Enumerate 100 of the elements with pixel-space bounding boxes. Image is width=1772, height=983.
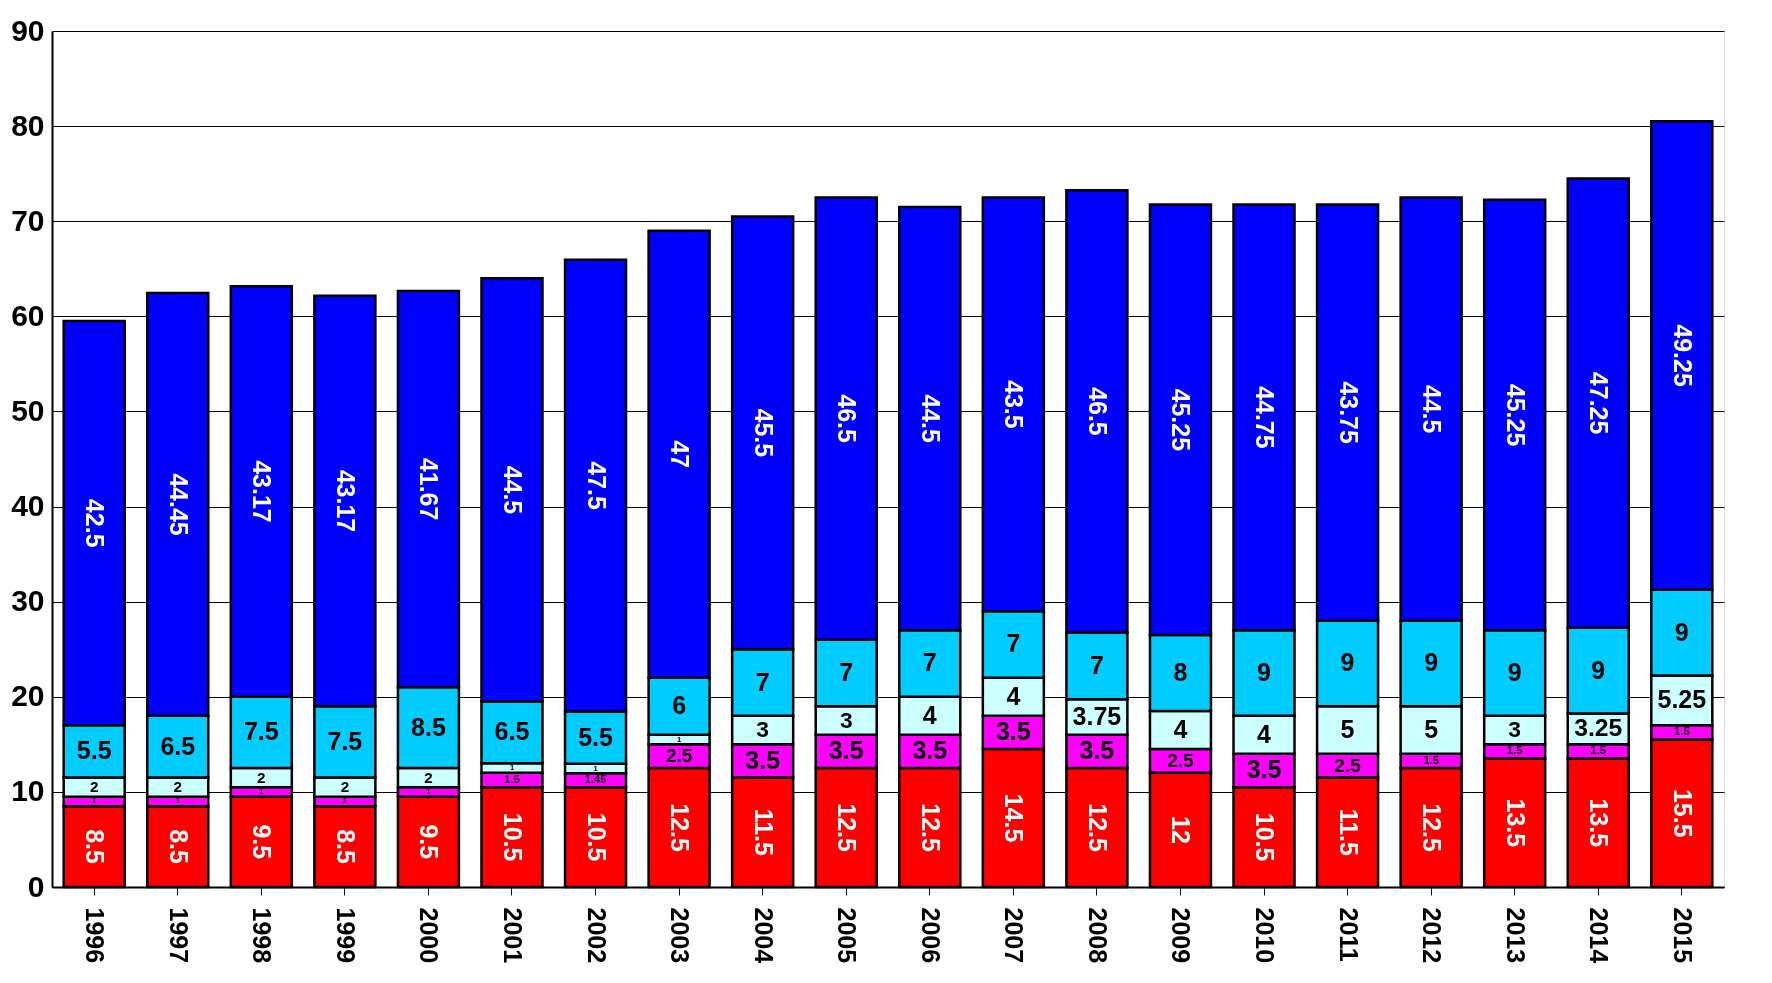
x-tick-label: 2006 [916,907,945,964]
data-label: 3.25 [1574,713,1623,741]
data-label: 6 [672,691,687,720]
data-label: 1.5 [504,773,521,785]
data-label: 4 [1257,719,1272,748]
x-tick-label: 2007 [1000,907,1029,964]
y-tick-label: 90 [11,13,45,47]
data-label: 7 [922,648,937,677]
data-label: 44.45 [164,473,193,536]
x-tick-label: 2004 [749,907,778,964]
data-label: 8.5 [331,829,360,865]
data-label: 2 [257,768,266,786]
y-tick-label: 50 [11,393,45,427]
data-label: 2 [89,778,99,796]
data-label: 2 [424,768,433,786]
y-tick-label: 10 [11,774,45,808]
data-label: 45.25 [1501,383,1530,447]
data-label: 12.5 [1083,803,1112,852]
data-label: 6.5 [160,731,196,760]
x-tick-label: 2005 [833,907,862,964]
x-tick-label: 2000 [415,907,444,964]
y-tick-label: 60 [11,298,45,332]
data-label: 9 [1674,617,1689,646]
data-label: 47.25 [1585,371,1614,435]
data-label: 8.5 [81,829,110,865]
x-tick-label: 2011 [1334,907,1363,962]
data-label: 2 [173,778,182,796]
x-tick-label: 2010 [1251,907,1280,964]
data-label: 2.5 [1167,749,1195,771]
data-label: 3.5 [1079,736,1115,765]
data-label: 14.5 [1000,793,1029,843]
data-label: 41.67 [415,457,444,521]
data-label: 7 [1006,629,1021,658]
data-label: 9 [1340,648,1355,677]
data-label: 44.75 [1251,386,1280,449]
data-label: 9 [1507,658,1522,686]
data-label: 3 [756,716,770,743]
data-label: 45.25 [1167,388,1196,452]
data-label: 46.5 [833,394,862,443]
data-label: 3.5 [912,736,948,765]
x-tick-label: 1997 [164,907,193,964]
x-tick-label: 2014 [1585,907,1614,964]
data-label: 3.5 [995,717,1031,746]
data-label: 4 [922,700,937,729]
data-label: 9 [1424,648,1439,677]
x-tick-label: 2013 [1501,907,1530,964]
data-label: 47 [666,440,695,469]
data-label: 5.25 [1657,685,1707,714]
x-tick-label: 2012 [1418,907,1447,964]
data-label: 6.5 [494,717,530,746]
data-label: 1.45 [584,773,607,786]
data-label: 44.5 [498,465,527,515]
data-label: 10.5 [1251,812,1280,862]
data-label: 4 [1173,715,1188,744]
data-label: 10.5 [582,812,611,862]
data-label: 2.5 [1334,754,1362,776]
y-tick-label: 80 [11,108,45,142]
data-label: 5.5 [578,722,614,751]
data-label: 12.5 [916,803,945,852]
data-label: 7 [755,667,770,696]
data-label: 3.75 [1072,701,1122,730]
data-label: 12.5 [1418,803,1447,852]
y-tick-label: 0 [27,869,45,903]
data-label: 13.5 [1501,798,1530,848]
data-label: 11.5 [1334,808,1363,857]
data-label: 9 [1257,658,1271,686]
data-label: 44.5 [1418,384,1447,434]
x-tick-label: 2002 [582,907,611,964]
data-label: 2 [340,778,350,796]
data-label: 9.5 [415,824,444,860]
y-tick-label: 40 [11,489,45,523]
data-label: 10.5 [498,812,527,862]
data-label: 3.5 [828,736,864,765]
data-label: 1.5 [1423,753,1440,766]
data-label: 11.5 [749,808,778,857]
data-label: 12.5 [666,803,695,852]
data-label: 1.5 [1673,725,1691,738]
data-label: 2.5 [665,745,693,767]
x-tick-label: 2009 [1167,907,1196,964]
x-tick-label: 2003 [666,907,695,964]
data-label: 8.5 [164,829,193,865]
y-tick-label: 20 [11,679,45,713]
data-label: 3 [839,706,853,733]
data-label: 5 [1340,715,1355,744]
x-tick-label: 1999 [331,907,360,964]
data-label: 3 [1508,716,1522,743]
data-label: 13.5 [1585,798,1614,848]
data-label: 4 [1006,681,1021,710]
data-label: 43.17 [331,469,360,533]
data-label: 42.5 [81,498,110,548]
data-label: 49.25 [1668,324,1697,387]
data-label: 7 [1089,650,1104,679]
data-label: 1.5 [1590,744,1607,757]
data-label: 3.5 [1246,755,1282,784]
data-label: 7.5 [327,726,363,755]
data-label: 44.5 [916,394,945,443]
data-label: 1.5 [1506,744,1524,757]
data-label: 9 [1591,655,1606,684]
data-label: 43.17 [248,460,277,523]
data-label: 5 [1424,715,1439,744]
